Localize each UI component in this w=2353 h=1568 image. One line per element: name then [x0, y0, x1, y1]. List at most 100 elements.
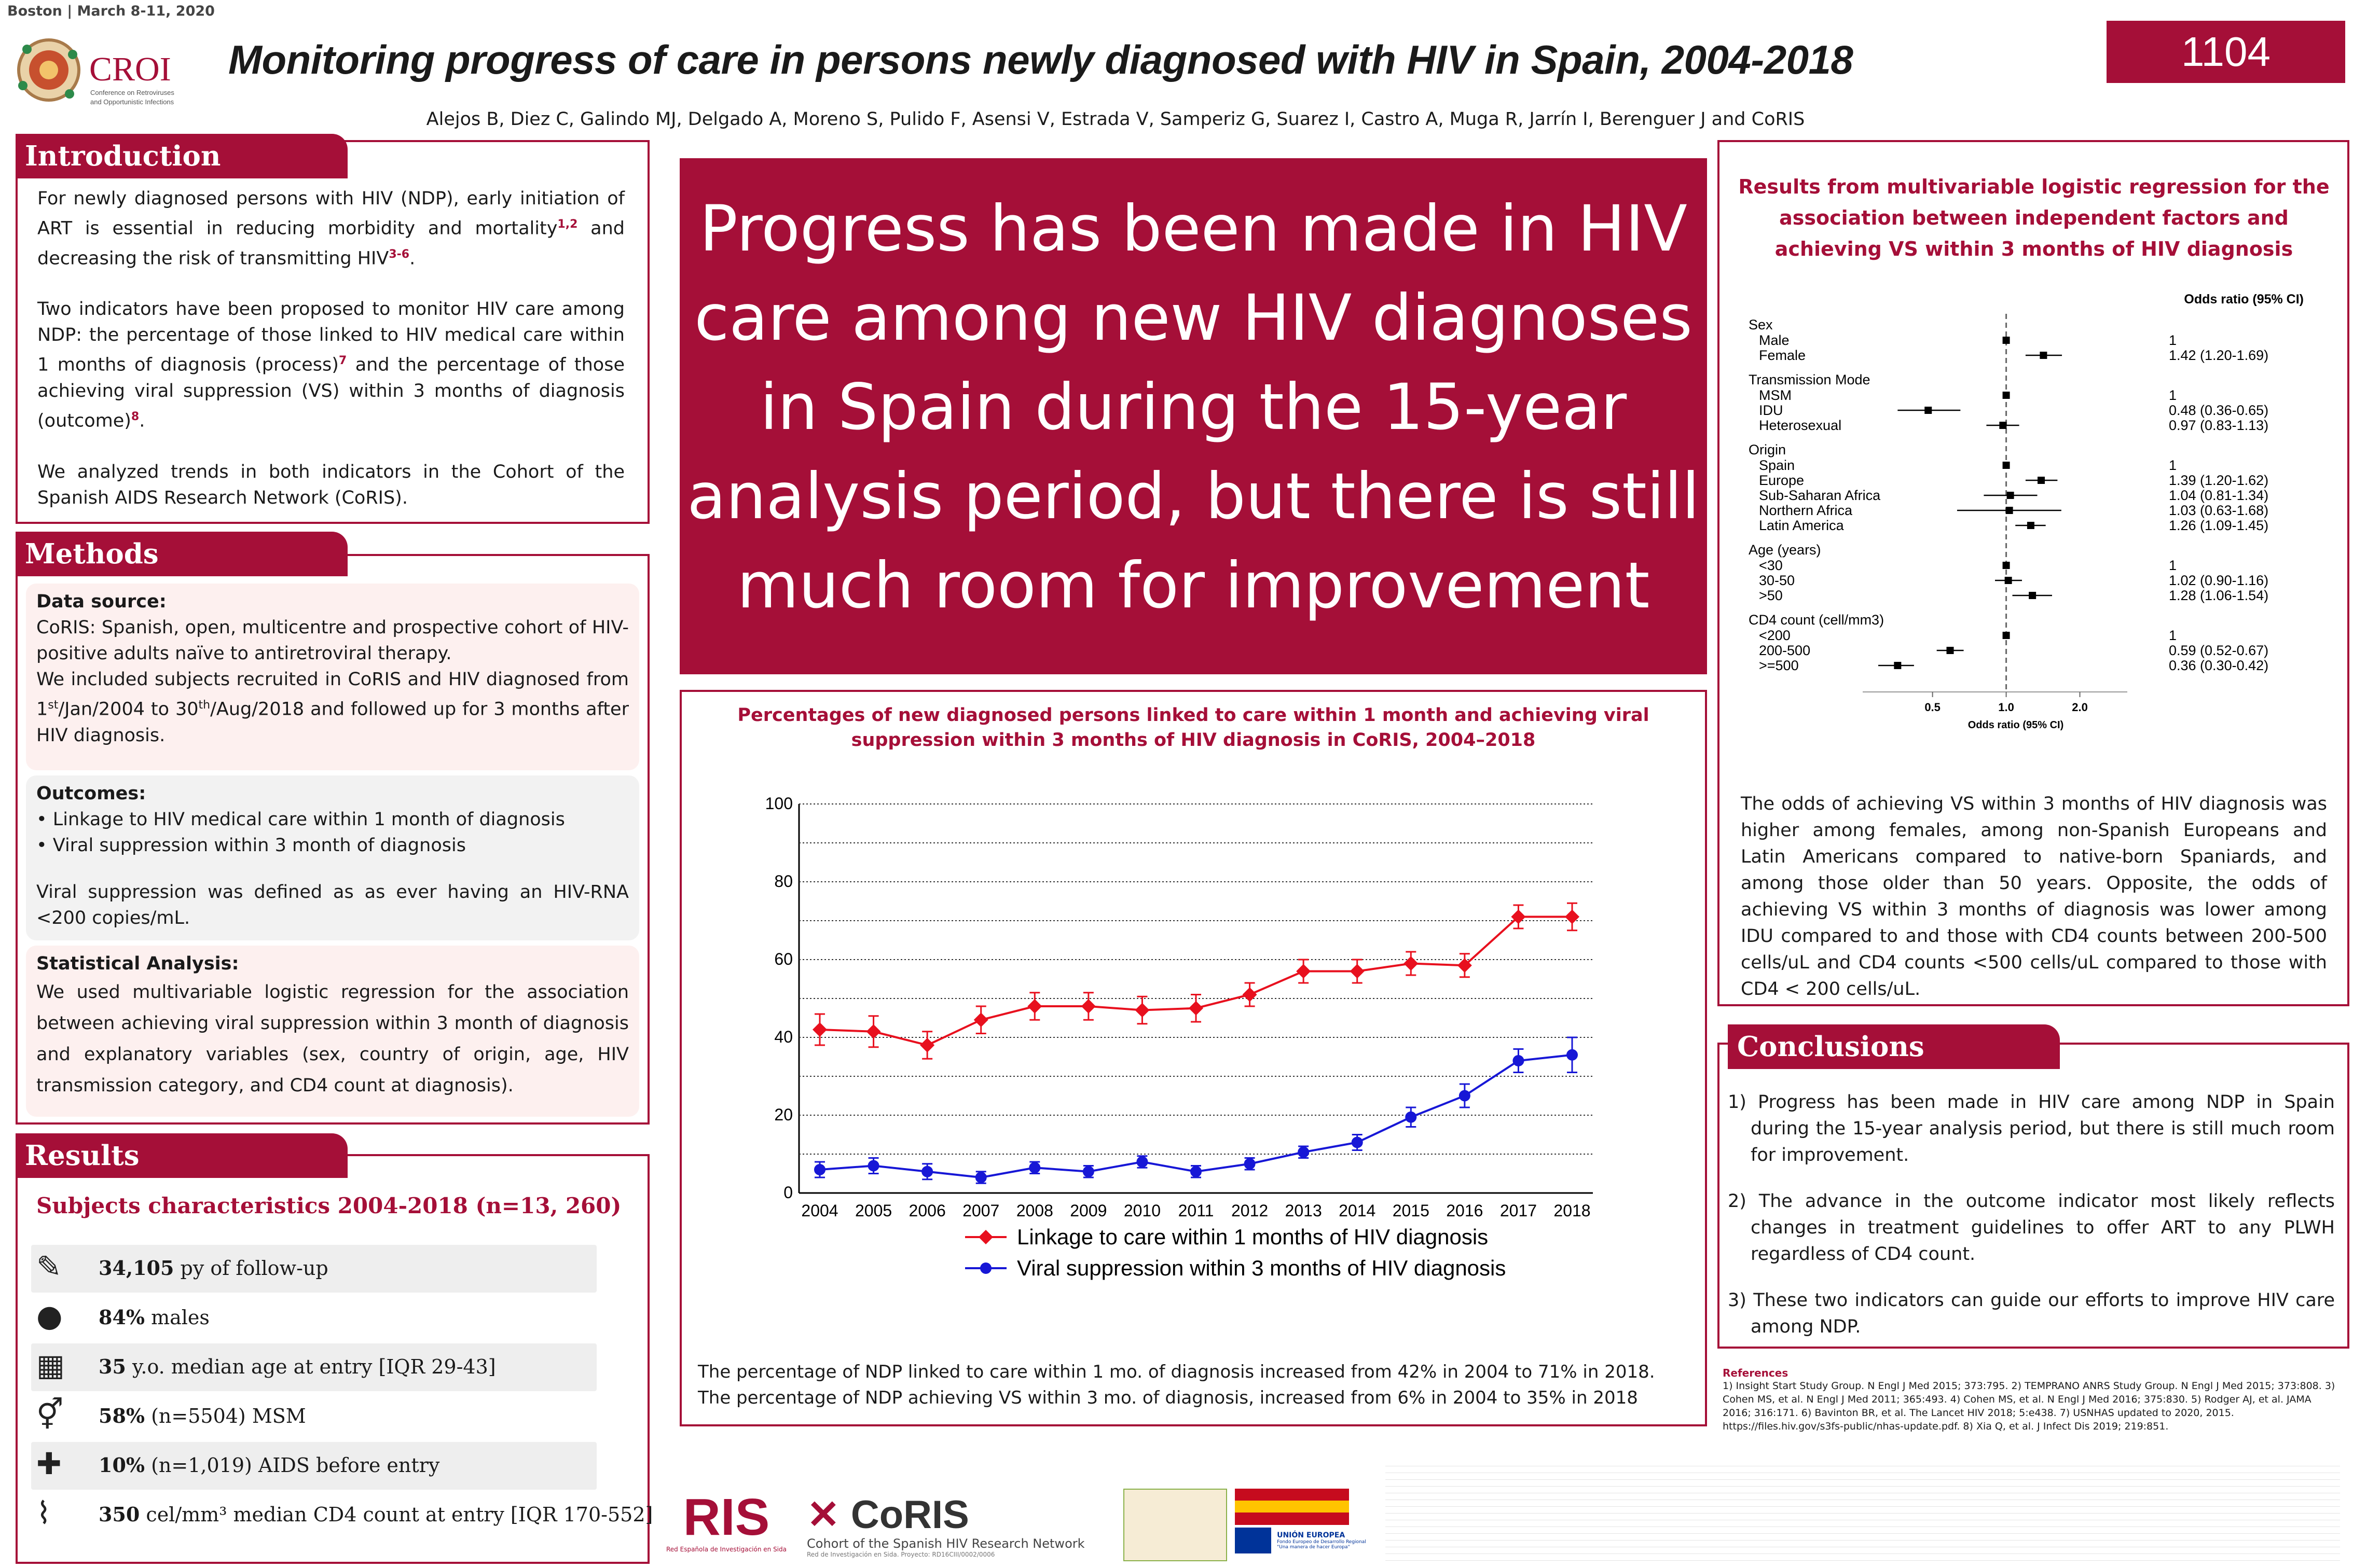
legend-marker [979, 1230, 993, 1244]
data-point [1566, 1049, 1578, 1061]
references-block: References 1) Insight Start Study Group.… [1723, 1367, 2340, 1433]
methods-header: Methods [16, 532, 348, 576]
data-point [1351, 1136, 1363, 1148]
forest-value: 1 [2169, 628, 2177, 643]
forest-row-label: <200 [1759, 628, 1791, 643]
point-estimate [2004, 577, 2012, 584]
forest-value: 1.28 (1.06-1.54) [2169, 588, 2268, 603]
x-tick-label: 2009 [1070, 1201, 1107, 1220]
data-point [1081, 999, 1096, 1014]
x-tick-label: 2012 [1231, 1201, 1268, 1220]
forest-value: 1.04 (0.81-1.34) [2169, 488, 2268, 503]
forest-group-label: CD4 count (cell/mm3) [1749, 612, 1884, 628]
medical-cross-icon: ✚ [36, 1446, 62, 1481]
forest-row-label: Sub-Saharan Africa [1759, 488, 1881, 503]
point-estimate [2040, 352, 2047, 359]
point-estimate [2006, 492, 2014, 499]
point-estimate [2029, 592, 2036, 599]
forest-title: Results from multivariable logistic regr… [1738, 175, 2330, 260]
results-subtitle: Subjects characteristics 2004-2018 (n=13… [36, 1193, 622, 1218]
x-tick-label: 2017 [1500, 1201, 1537, 1220]
forest-row-label: Female [1759, 348, 1806, 363]
x-tick-label: 2013 [1285, 1201, 1322, 1220]
forest-row-label: Northern Africa [1759, 503, 1853, 518]
point-estimate [2027, 522, 2034, 529]
trend-line-chart: 0 20 40 60 80 100 2004 2005 2006 2007 2008 2009 2010… [765, 794, 1593, 1280]
point-estimate [2002, 337, 2010, 344]
y-tick-label: 80 [774, 872, 793, 891]
legend-label: Linkage to care within 1 months of HIV d… [1017, 1225, 1488, 1249]
conclusion-item: 1) Progress has been made in HIV care am… [1728, 1092, 2335, 1165]
y-tick-label: 0 [783, 1183, 793, 1202]
data-point [975, 1172, 987, 1183]
point-estimate [1999, 422, 2007, 429]
forest-plot: Odds ratio (95% CI) Sex Transmission Mode O… [1749, 292, 2304, 731]
test-tube-icon: ⌇ [36, 1495, 51, 1531]
x-tick-label: 2004 [801, 1201, 838, 1220]
svg-text:and Opportunistic Infections: and Opportunistic Infections [90, 98, 174, 106]
data-point [1350, 964, 1365, 979]
trend-chart-section [680, 690, 1707, 1426]
person-icon: ● [36, 1298, 63, 1334]
stat-item: 34,105 py of follow-up [99, 1256, 328, 1280]
references-text: 1) Insight Start Study Group. N Engl J M… [1723, 1380, 2335, 1432]
poster-title: Monitoring progress of care in persons n… [228, 37, 1853, 82]
forest-x-tick-label: 0.5 [1924, 701, 1941, 714]
conclusion-item: 2) The advance in the outcome indicator … [1728, 1191, 2335, 1265]
forest-value: 1.26 (1.09-1.45) [2169, 518, 2268, 533]
data-point [1511, 909, 1526, 924]
gender-icon: ⚥ [36, 1397, 64, 1432]
data-point [1457, 958, 1472, 973]
trend-note-2: The percentage of NDP achieving VS withi… [698, 1387, 1638, 1408]
stat-row-band [31, 1245, 597, 1293]
forest-x-tick-label: 1.0 [1998, 701, 2014, 714]
conclusions-list: 1) Progress has been made in HIV care am… [1728, 1089, 2335, 1360]
data-point [868, 1160, 879, 1172]
forest-row-label: Spain [1759, 457, 1795, 473]
statistical-analysis-block: Statistical Analysis: We used multivaria… [26, 946, 639, 1117]
point-estimate [2002, 392, 2010, 399]
stat-item: 10% (n=1,019) AIDS before entry [99, 1453, 440, 1477]
forest-x-label: Odds ratio (95% CI) [1968, 719, 2063, 731]
point-estimate [1946, 647, 1954, 654]
eu-logo: UNIÓN EUROPEA Fondo Europeo de Desarroll… [1235, 1528, 1370, 1564]
poster-number: 1104 [2107, 21, 2345, 83]
point-estimate [2038, 477, 2045, 484]
data-point [1512, 1055, 1524, 1066]
forest-value: 0.48 (0.36-0.65) [2169, 403, 2268, 418]
forest-row-label: Male [1759, 332, 1790, 348]
forest-row-label: Heterosexual [1759, 418, 1841, 433]
x-tick-label: 2016 [1446, 1201, 1483, 1220]
forest-value: 0.59 (0.52-0.67) [2169, 643, 2268, 658]
coris-logo: ✕ CoRIS Cohort of the Spanish HIV Resear… [807, 1493, 1085, 1559]
forest-column-header: Odds ratio (95% CI) [2184, 292, 2304, 307]
forest-section [1717, 140, 2349, 1006]
notepad-icon: ✎ [36, 1249, 62, 1284]
forest-group-label: Origin [1749, 442, 1786, 457]
svg-text:Conference on Retroviruses: Conference on Retroviruses [90, 89, 174, 96]
point-estimate [2002, 462, 2010, 469]
forest-group-label: Age (years) [1749, 542, 1821, 558]
data-point [921, 1165, 933, 1177]
data-source-block: Data source: CoRIS: Spanish, open, multi… [26, 584, 639, 770]
point-estimate [2002, 632, 2010, 639]
forest-row-label: MSM [1759, 387, 1792, 403]
program-logo [1123, 1489, 1227, 1561]
x-tick-label: 2005 [855, 1201, 892, 1220]
series-line [819, 915, 1572, 1047]
forest-value: 1 [2169, 387, 2177, 403]
forest-value: 1.42 (1.20-1.69) [2169, 348, 2268, 363]
forest-row-label: 200-500 [1759, 643, 1810, 658]
x-tick-label: 2014 [1339, 1201, 1375, 1220]
x-tick-label: 2015 [1393, 1201, 1429, 1220]
trend-chart-title: Percentages of new diagnosed persons lin… [737, 705, 1649, 751]
legend-label: Viral suppression within 3 months of HIV… [1017, 1256, 1506, 1280]
conclusion-item: 3) These two indicators can guide our ef… [1728, 1290, 2335, 1337]
data-point [814, 1164, 825, 1175]
forest-group-label: Transmission Mode [1749, 372, 1870, 387]
forest-value: 1 [2169, 332, 2177, 348]
data-point [1189, 1001, 1203, 1016]
forest-value: 0.97 (0.83-1.13) [2169, 418, 2268, 433]
y-tick-label: 100 [765, 794, 793, 813]
forest-value: 1.03 (0.63-1.68) [2169, 503, 2268, 518]
